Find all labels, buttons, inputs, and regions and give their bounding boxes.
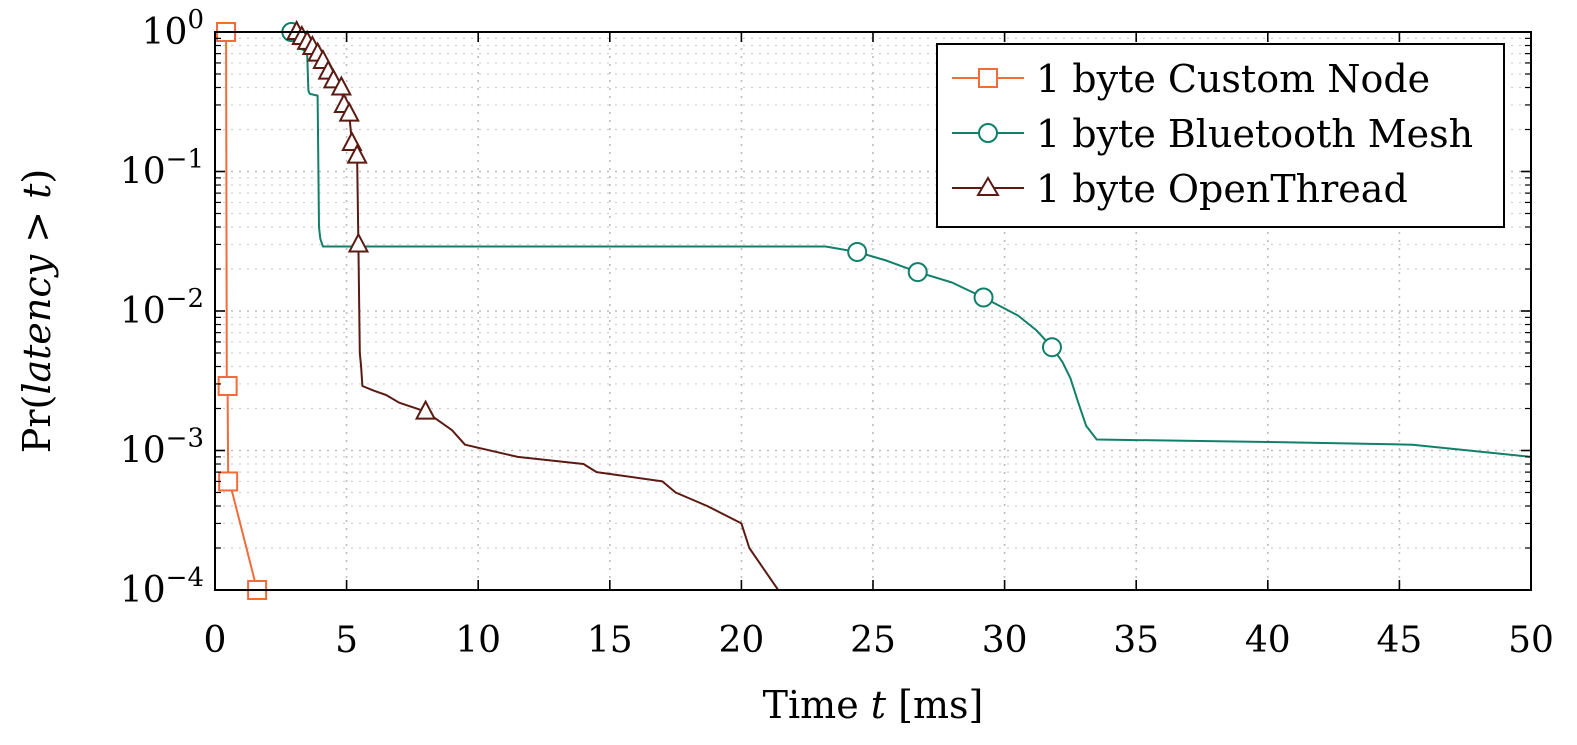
markers-layer bbox=[216, 19, 1062, 600]
y-tick-label: 10−2 bbox=[120, 284, 204, 332]
x-tick-label: 25 bbox=[850, 620, 896, 661]
legend-label-bluetooth-mesh: 1 byte Bluetooth Mesh bbox=[1036, 112, 1473, 156]
x-tick-labels: 0 5 10 15 20 25 30 35 40 45 50 bbox=[204, 620, 1554, 661]
x-tick-label: 50 bbox=[1508, 620, 1554, 661]
data-point-circle bbox=[1041, 337, 1062, 358]
x-tick-label: 30 bbox=[982, 620, 1028, 661]
legend-marker-triangle-icon bbox=[976, 176, 1000, 196]
legend-entry-bluetooth-mesh: 1 byte Bluetooth Mesh bbox=[952, 112, 1473, 156]
data-point-triangle bbox=[338, 101, 360, 122]
x-tick-label: 0 bbox=[204, 620, 227, 661]
x-tick-label: 10 bbox=[455, 620, 501, 661]
x-tick-label: 15 bbox=[587, 620, 633, 661]
x-tick-label: 45 bbox=[1376, 620, 1422, 661]
legend-label-custom-node: 1 byte Custom Node bbox=[1036, 57, 1430, 101]
series-line-1 bbox=[290, 32, 1531, 458]
data-point-square bbox=[217, 375, 238, 396]
x-tick-label: 5 bbox=[335, 620, 358, 661]
data-point-triangle bbox=[414, 399, 437, 420]
y-axis-label: Pr(latency > t) bbox=[15, 169, 59, 453]
data-point-circle bbox=[973, 287, 994, 308]
y-tick-label: 10−1 bbox=[120, 145, 204, 193]
y-tick-label: 10−4 bbox=[120, 563, 204, 611]
x-tick-label: 35 bbox=[1113, 620, 1159, 661]
tick-marks bbox=[214, 31, 1532, 591]
data-point-square bbox=[218, 471, 239, 492]
legend-box bbox=[936, 43, 1505, 228]
data-point-triangle bbox=[346, 143, 368, 164]
data-point-triangle bbox=[347, 232, 370, 253]
legend-entry-custom-node: 1 byte Custom Node bbox=[952, 57, 1430, 101]
series-line-0 bbox=[225, 32, 259, 590]
legend-marker-square-icon bbox=[978, 68, 998, 88]
y-tick-labels: 100 10−1 10−2 10−3 10−4 bbox=[120, 5, 204, 611]
y-tick-label: 100 bbox=[142, 5, 204, 53]
data-point-circle bbox=[907, 262, 928, 283]
legend-marker-circle-icon bbox=[978, 123, 998, 143]
x-tick-label: 40 bbox=[1245, 620, 1291, 661]
y-tick-label: 10−3 bbox=[120, 424, 204, 472]
legend-entry-openthread: 1 byte OpenThread bbox=[952, 167, 1408, 211]
data-point-circle bbox=[847, 241, 868, 262]
data-point-triangle bbox=[330, 75, 352, 96]
legend-label-openthread: 1 byte OpenThread bbox=[1036, 167, 1408, 211]
x-axis-label: Time t [ms] bbox=[763, 683, 984, 727]
x-tick-label: 20 bbox=[718, 620, 764, 661]
legend: 1 byte Custom Node 1 byte Bluetooth Mesh… bbox=[936, 43, 1505, 228]
